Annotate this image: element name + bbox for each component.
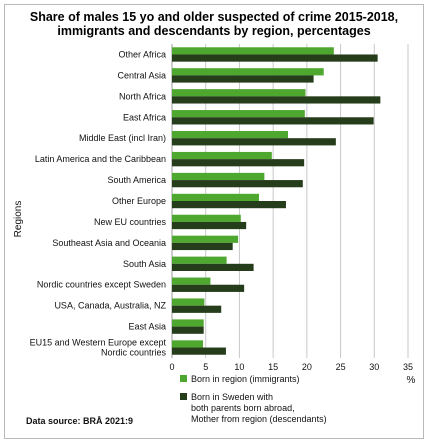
- x-tick-label-7: 35: [403, 362, 413, 372]
- bar-s0-11: [172, 277, 211, 285]
- bar-s1-11: [172, 284, 245, 292]
- category-label-3: East Africa: [123, 112, 166, 122]
- bar-s1-6: [172, 180, 303, 188]
- x-tick-label-6: 30: [369, 362, 379, 372]
- bar-s0-1: [172, 68, 324, 76]
- bars: [172, 47, 381, 355]
- category-label-14-line-0: EU15 and Western Europe except: [30, 338, 167, 348]
- legend: Born in region (immigrants) Born in Swede…: [180, 374, 327, 424]
- bar-s1-0: [172, 54, 378, 62]
- category-label-12: USA, Canada, Australia, NZ: [54, 301, 166, 311]
- bar-s1-5: [172, 159, 305, 167]
- category-label-8: New EU countries: [94, 217, 167, 227]
- category-labels: Other Africa Central Asia North Africa East…: [30, 49, 167, 357]
- bar-s0-8: [172, 214, 241, 222]
- bar-s1-4: [172, 138, 336, 146]
- category-label-7: Other Europe: [112, 196, 166, 206]
- bar-s0-0: [172, 47, 334, 55]
- legend-label-1-line-0: Born in Sweden with: [191, 392, 273, 402]
- legend-swatch-0: [180, 375, 187, 382]
- x-tick-label-0: 0: [169, 362, 174, 372]
- bar-s1-9: [172, 242, 233, 251]
- bar-s0-12: [172, 298, 205, 306]
- bar-s0-7: [172, 193, 259, 201]
- category-label-9: Southeast Asia and Oceania: [52, 238, 166, 248]
- category-label-13: East Asia: [128, 322, 166, 332]
- x-axis-label: %: [407, 375, 416, 386]
- bar-s1-8: [172, 221, 247, 230]
- category-label-14-line-1: Nordic countries: [101, 348, 167, 358]
- legend-label-0: Born in region (immigrants): [191, 374, 300, 384]
- category-label-6: South America: [107, 175, 166, 185]
- bar-s1-2: [172, 96, 381, 104]
- bar-s0-13: [172, 319, 204, 327]
- legend-swatch-1: [180, 393, 187, 400]
- bar-s1-13: [172, 326, 204, 334]
- data-source: Data source: BRÅ 2021:9: [26, 416, 133, 426]
- x-tick-label-2: 10: [234, 362, 244, 372]
- x-tick-labels: 0 5 10 15 20 25 30 35: [169, 362, 413, 372]
- bar-s0-9: [172, 235, 239, 243]
- category-label-4: Middle East (incl Iran): [79, 133, 166, 143]
- legend-label-1-line-1: both parents born abroad,: [191, 403, 295, 413]
- bar-s0-5: [172, 151, 272, 160]
- chart-title-line-2: immigrants and descendants by region, pe…: [57, 24, 370, 38]
- x-tick-label-4: 20: [302, 362, 312, 372]
- category-label-2: North Africa: [119, 91, 166, 101]
- category-label-5: Latin America and the Caribbean: [35, 154, 166, 164]
- bar-s1-1: [172, 75, 314, 83]
- bar-s0-10: [172, 256, 227, 264]
- category-label-10: South Asia: [123, 259, 166, 269]
- chart-title-line-1: Share of males 15 yo and older suspected…: [30, 10, 398, 24]
- category-label-0: Other Africa: [118, 49, 166, 59]
- bar-s0-6: [172, 172, 265, 181]
- x-tick-label-1: 5: [203, 362, 208, 372]
- bar-s0-2: [172, 89, 306, 97]
- category-label-11: Nordic countries except Sweden: [37, 280, 166, 290]
- y-axis-label: Regions: [13, 201, 24, 238]
- category-label-1: Central Asia: [117, 70, 166, 80]
- bar-s0-14: [172, 340, 204, 348]
- bar-s1-10: [172, 263, 254, 271]
- bar-s1-14: [172, 347, 226, 355]
- bar-s1-3: [172, 117, 374, 125]
- bar-s1-12: [172, 305, 222, 313]
- x-tick-label-3: 15: [268, 362, 278, 372]
- legend-label-1-line-2: Mother from region (descendants): [191, 414, 327, 424]
- bar-s0-3: [172, 110, 305, 118]
- bar-s1-7: [172, 201, 286, 209]
- bar-s0-4: [172, 131, 288, 139]
- x-tick-label-5: 25: [336, 362, 346, 372]
